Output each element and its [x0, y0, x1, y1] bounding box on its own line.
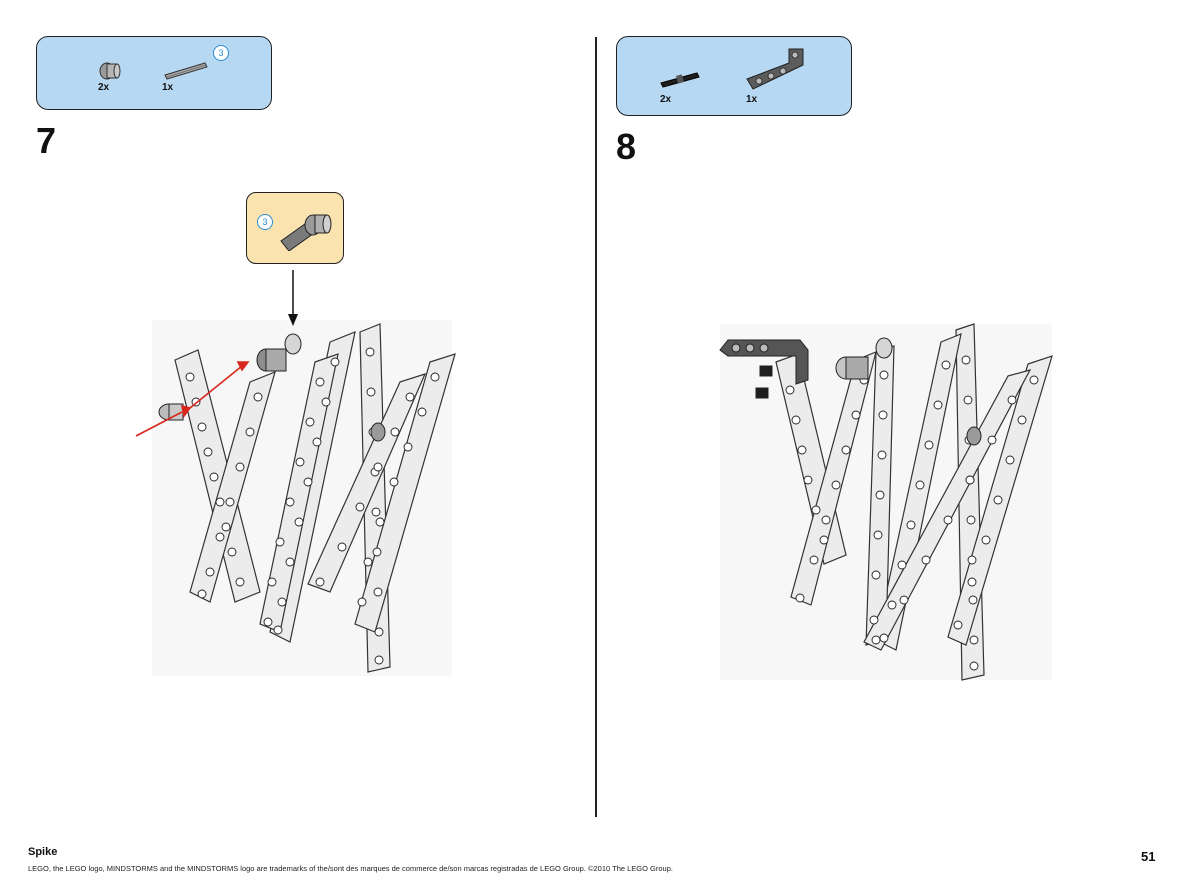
angled-beam-icon [746, 48, 804, 90]
part-qty: 2x [98, 82, 110, 93]
part-qty: 2x [660, 94, 672, 105]
part-qty: 1x [162, 82, 174, 93]
pin-with-friction-icon [660, 72, 700, 88]
step-8-assembly-illustration [719, 323, 1053, 681]
page-divider [595, 37, 597, 817]
legal-notice: LEGO, the LEGO logo, MINDSTORMS and the … [28, 864, 673, 873]
bush-icon [99, 62, 121, 80]
page-number: 51 [1141, 849, 1156, 864]
booklet-title: Spike [28, 846, 58, 858]
sub-assembly-callout: 3 [246, 192, 344, 264]
step-number: 7 [36, 120, 57, 161]
part-qty: 1x [746, 94, 758, 105]
step-8-parts-box: 2x 1x [616, 36, 852, 116]
axle-pin-icon [280, 214, 332, 251]
step-number: 8 [616, 126, 637, 167]
axle-3-icon [164, 62, 208, 80]
length-circle: 3 [257, 214, 273, 230]
step-7-assembly-illustration [135, 270, 456, 676]
step-7-parts-box: 2x 3 1x [36, 36, 272, 110]
length-circle: 3 [213, 45, 229, 61]
